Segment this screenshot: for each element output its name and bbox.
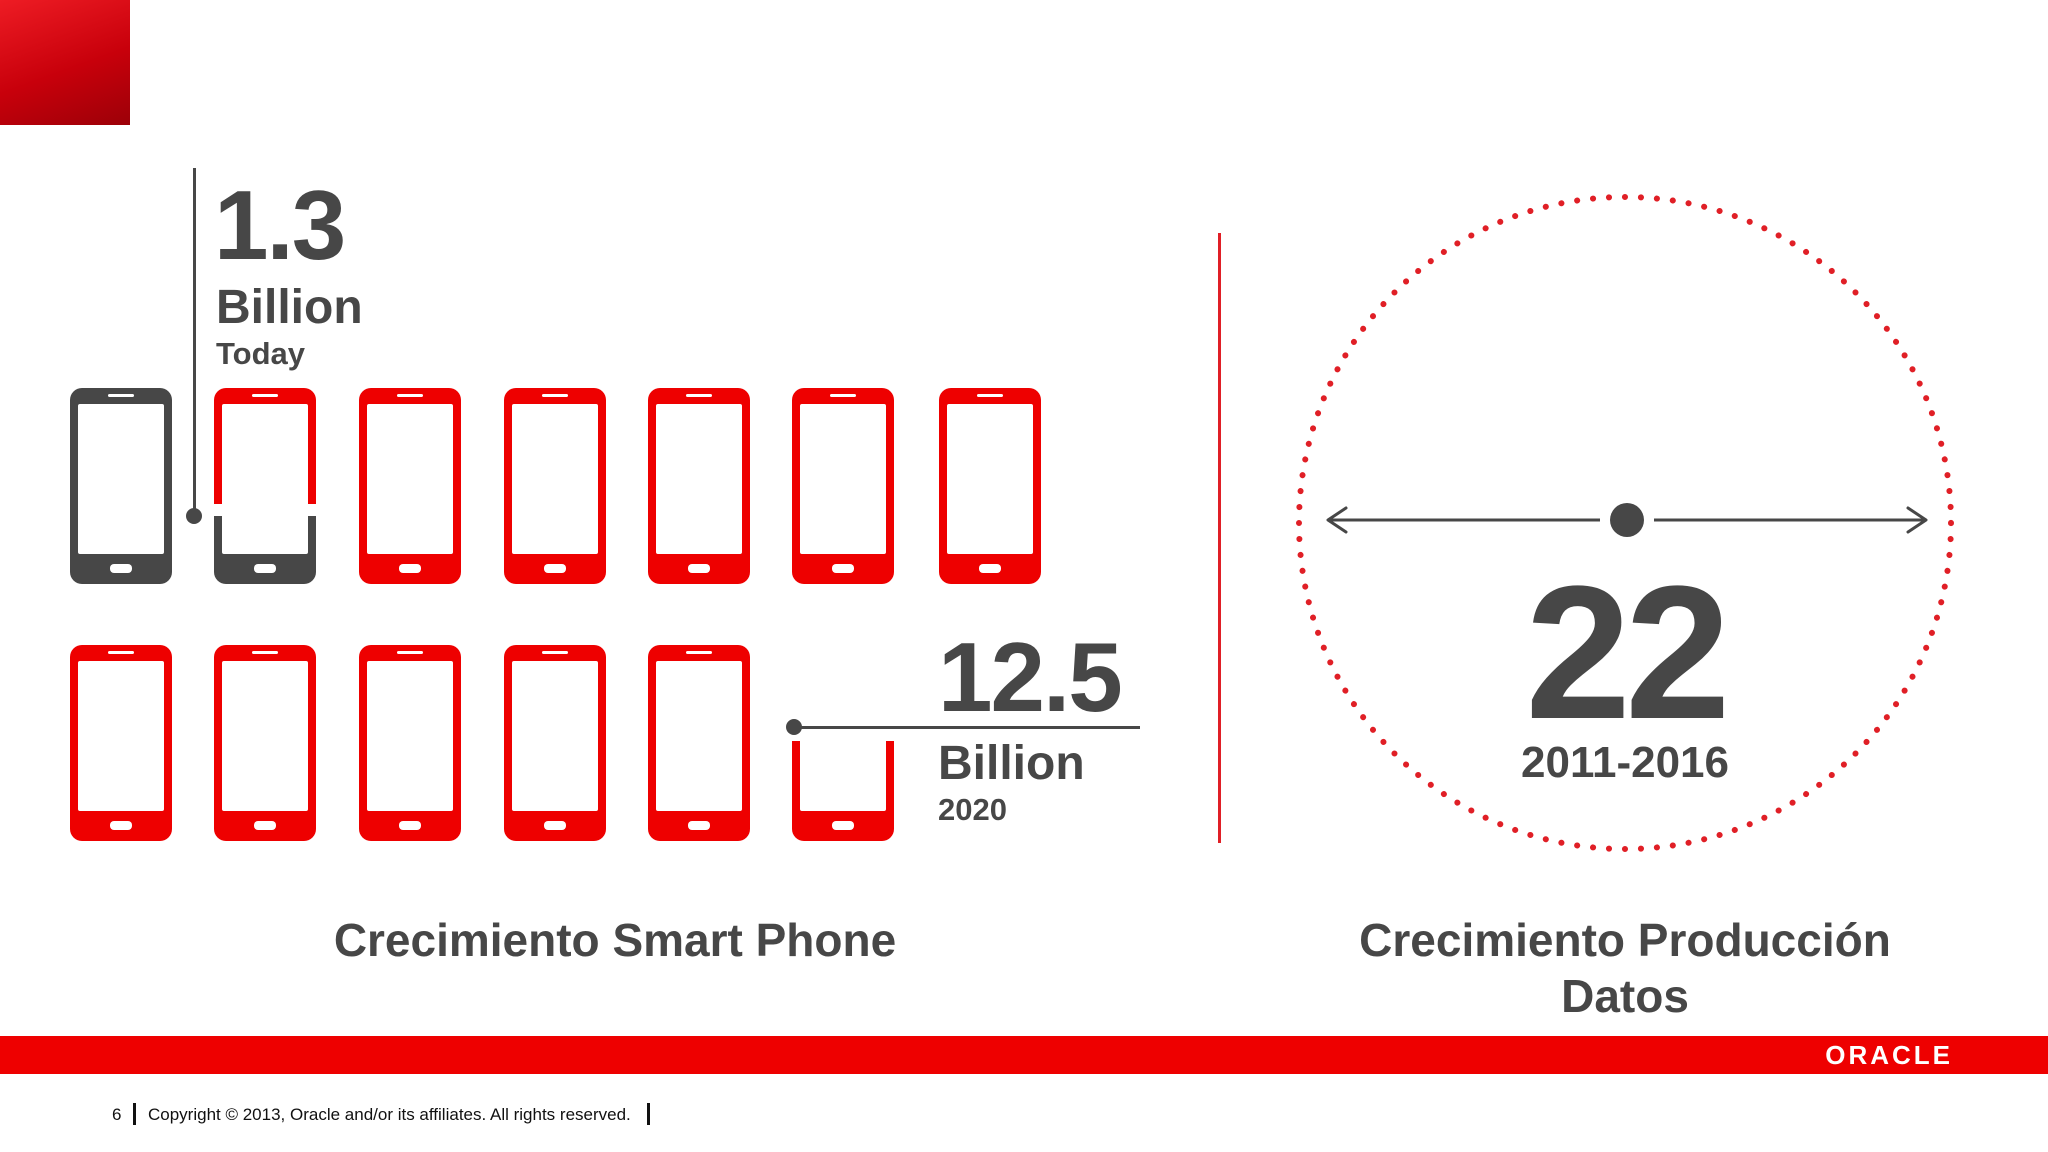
future-unit: Billion	[938, 737, 1085, 790]
data-growth-number: 22	[1525, 547, 1730, 759]
data-growth-caption-line1: Crecimiento Producción	[1359, 914, 1891, 966]
smartphone-icon	[646, 386, 752, 586]
footer-separator	[133, 1103, 136, 1125]
today-label: Today	[216, 336, 305, 371]
smartphone-icon	[502, 386, 608, 586]
data-growth-range: 2011-2016	[1521, 738, 1729, 787]
smartphone-icon	[357, 643, 463, 843]
data-growth-circle	[1290, 188, 1960, 858]
smartphone-icon	[646, 643, 752, 843]
smartphone-icon	[68, 643, 174, 843]
data-growth-caption-line2: Datos	[1561, 970, 1689, 1022]
data-growth-caption: Crecimiento Producción Datos	[1290, 912, 1960, 1024]
today-unit: Billion	[216, 281, 363, 334]
smartphone-icon	[357, 386, 463, 586]
today-number: 1.3	[214, 170, 346, 280]
smartphone-icon	[790, 386, 896, 586]
page-number: 6	[112, 1105, 122, 1124]
smartphone-growth-caption: Crecimiento Smart Phone	[333, 914, 897, 966]
future-number: 12.5	[938, 622, 1123, 732]
footer-separator	[647, 1103, 650, 1125]
double-arrow-icon	[1324, 500, 1930, 540]
smartphone-icon	[937, 386, 1043, 586]
oracle-logo: ORACLE	[1825, 1040, 1953, 1070]
today-marker-dot	[186, 508, 202, 524]
smartphone-icon	[68, 386, 174, 586]
today-marker-line	[193, 168, 196, 516]
footer-bar	[0, 1036, 2048, 1074]
smartphone-icon	[212, 643, 318, 843]
panel-divider	[1218, 233, 1221, 843]
corner-accent	[0, 0, 130, 125]
partial-smartphone-icon	[790, 643, 896, 843]
smartphone-icon	[502, 643, 608, 843]
future-marker-line	[794, 726, 1140, 729]
smartphone-icon	[212, 386, 318, 586]
future-label: 2020	[938, 792, 1007, 827]
copyright-text: Copyright © 2013, Oracle and/or its affi…	[148, 1105, 631, 1124]
